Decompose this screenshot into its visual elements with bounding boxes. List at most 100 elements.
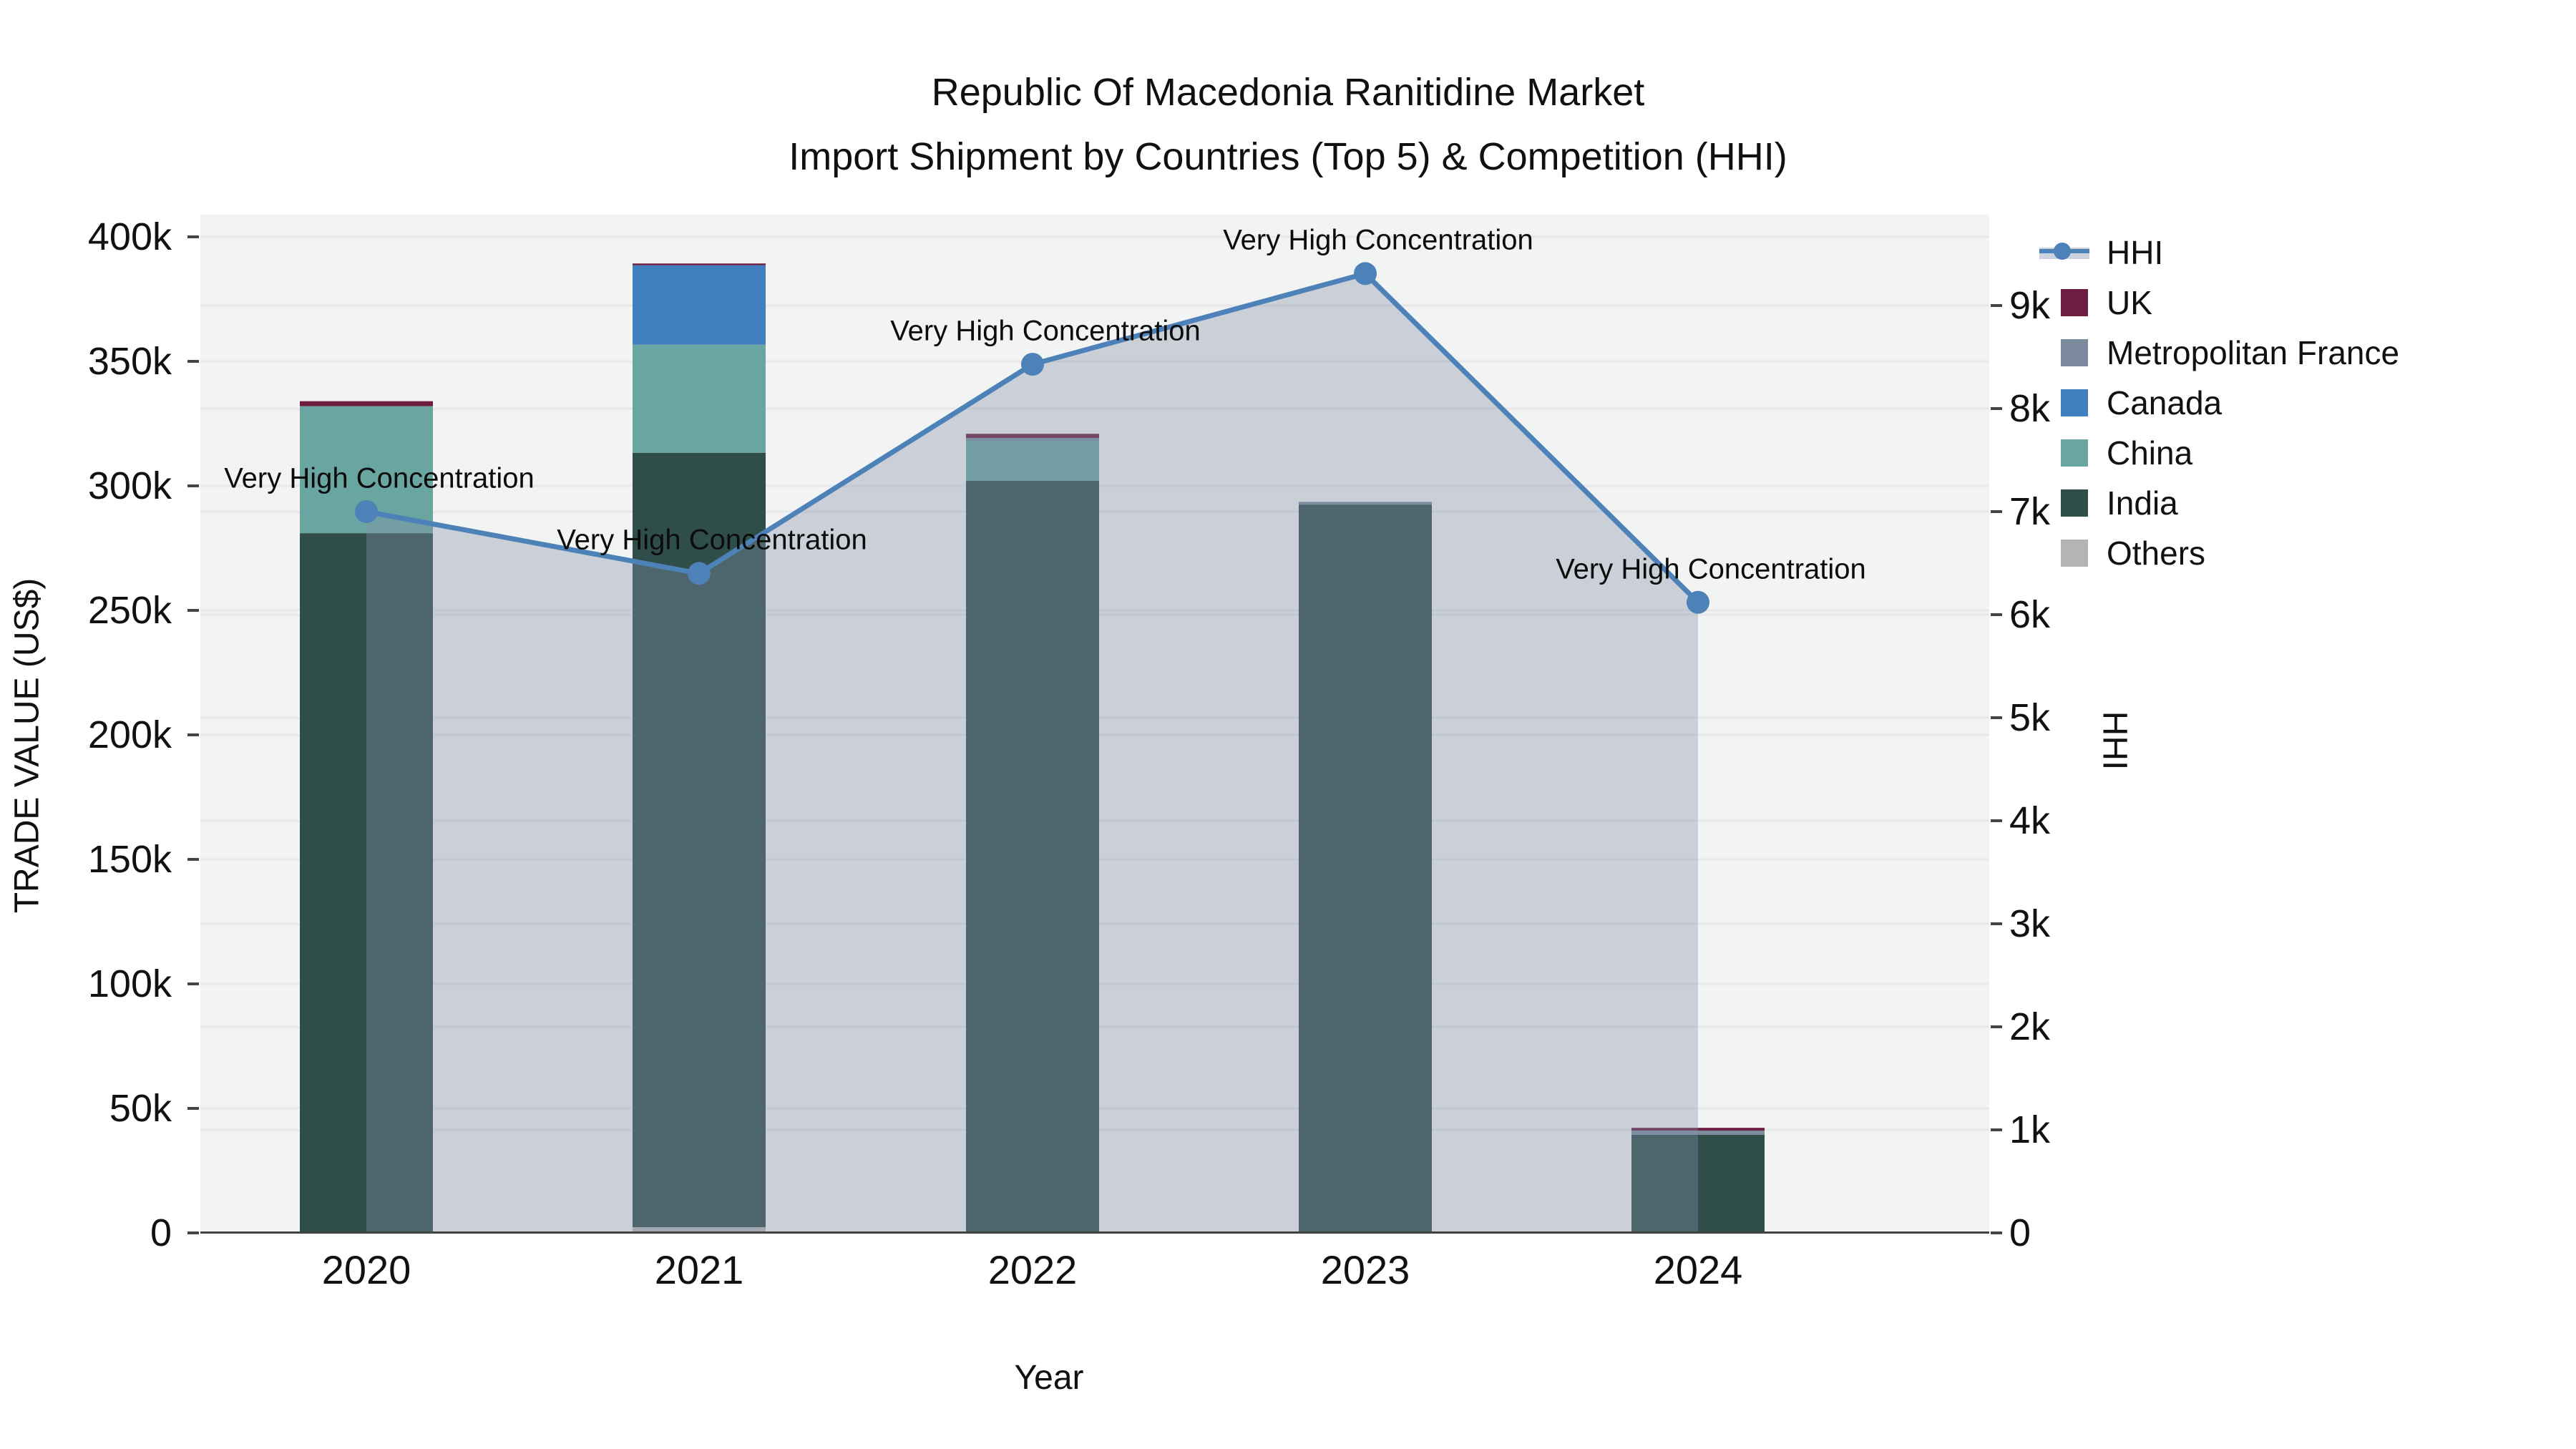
bar-segment-china-2021[interactable]	[633, 344, 766, 453]
x-axis-title: Year	[1014, 1359, 1084, 1397]
y-right-tick-6k: 6k	[2009, 593, 2051, 636]
bar-segment-metropolitan-france-2023[interactable]	[1299, 502, 1432, 505]
chart-title-line2: Import Shipment by Countries (Top 5) & C…	[789, 135, 1787, 178]
y-left-tickmark	[187, 1231, 199, 1234]
annotation-2020: Very High Concentration	[224, 462, 535, 494]
legend-sample	[2039, 289, 2097, 316]
hhi-area-fill	[366, 273, 1698, 1233]
y-right-tick-1k: 1k	[2009, 1108, 2051, 1151]
bar-segment-india-2024[interactable]	[1631, 1134, 1765, 1233]
y-left-tickmark	[187, 235, 199, 238]
bar-segment-china-2022[interactable]	[966, 441, 1099, 482]
bar-segment-metropolitan-france-2024[interactable]	[1631, 1130, 1765, 1135]
y-axis-left-ticks: 0 50k 100k 150k 200k 250k 300k 350k 400k	[0, 0, 199, 1449]
legend-item-others[interactable]: Others	[2039, 528, 2205, 578]
y-right-tickmark	[1991, 407, 2002, 410]
hhi-marker-2021[interactable]	[688, 562, 711, 585]
hhi-marker-2020[interactable]	[355, 500, 378, 523]
y-left-tickmark	[187, 1107, 199, 1110]
y-right-tick-0: 0	[2009, 1211, 2031, 1254]
hhi-marker-2022[interactable]	[1021, 353, 1044, 376]
y-right-tickmark	[1991, 510, 2002, 513]
y-left-tick-0: 0	[150, 1211, 172, 1254]
legend-sample	[2039, 339, 2097, 366]
legend-item-canada[interactable]: Canada	[2039, 378, 2222, 428]
y-left-tick-100k: 100k	[87, 962, 172, 1005]
y-right-tick-3k: 3k	[2009, 902, 2051, 945]
y-left-tick-400k: 400k	[87, 215, 172, 258]
y-right-tickmark	[1991, 819, 2002, 822]
legend-sample	[2039, 389, 2097, 416]
x-tick-2022: 2022	[987, 1247, 1078, 1292]
y-right-tickmark	[1991, 922, 2002, 925]
legend-label: India	[2107, 484, 2178, 522]
y-right-tickmark	[1991, 1128, 2002, 1131]
legend-sample	[2039, 489, 2097, 517]
x-tick-2024: 2024	[1653, 1247, 1743, 1292]
chart-title-line1: Republic Of Macedonia Ranitidine Market	[931, 71, 1645, 114]
y-right-tickmark	[1991, 1231, 2002, 1234]
bar-segment-uk-2020[interactable]	[300, 401, 433, 406]
legend-item-metropolitan-france[interactable]: Metropolitan France	[2039, 328, 2399, 378]
x-tick-2021: 2021	[654, 1247, 744, 1292]
chart-title: Republic Of Macedonia Ranitidine Market …	[0, 60, 2576, 189]
bar-segment-india-2020[interactable]	[300, 533, 433, 1233]
annotation-2024: Very High Concentration	[1556, 553, 1866, 585]
legend-item-uk[interactable]: UK	[2039, 278, 2152, 328]
legend-label: Canada	[2107, 384, 2223, 421]
legend-label: Others	[2107, 535, 2206, 572]
legend-item-china[interactable]: China	[2039, 428, 2192, 478]
y-right-tick-4k: 4k	[2009, 799, 2051, 842]
y-left-tick-150k: 150k	[87, 838, 172, 881]
legend-label: Metropolitan France	[2107, 334, 2400, 371]
annotation-2021: Very High Concentration	[557, 524, 867, 556]
bar-segment-metropolitan-france-2022[interactable]	[966, 438, 1099, 441]
y-left-tick-200k: 200k	[87, 713, 172, 756]
x-tick-2023: 2023	[1320, 1247, 1410, 1292]
legend-item-hhi[interactable]: HHI	[2039, 228, 2163, 278]
y-axis-left-title: TRADE VALUE (US$)	[8, 577, 47, 914]
y-left-tickmark	[187, 982, 199, 985]
y-left-tickmark	[187, 360, 199, 363]
y-right-tick-2k: 2k	[2009, 1005, 2051, 1048]
bar-segment-uk-2022[interactable]	[966, 434, 1099, 439]
legend-swatch-canada	[2061, 389, 2088, 416]
y-left-tickmark	[187, 609, 199, 612]
hhi-line-sample	[2039, 243, 2089, 260]
y-right-tick-7k: 7k	[2009, 490, 2051, 533]
legend-label: HHI	[2107, 234, 2164, 271]
legend-sample	[2039, 439, 2097, 467]
y-left-tickmark	[187, 858, 199, 861]
y-right-tickmark	[1991, 1025, 2002, 1028]
y-right-tick-5k: 5k	[2009, 696, 2051, 739]
y-right-tick-8k: 8k	[2009, 387, 2051, 430]
legend-label: China	[2107, 434, 2193, 472]
legend-swatch-uk	[2061, 289, 2088, 316]
legend-item-india[interactable]: India	[2039, 478, 2178, 528]
legend-swatch-metropolitan-france	[2061, 339, 2088, 366]
bar-segment-others-2021[interactable]	[633, 1226, 766, 1233]
legend-sample	[2039, 540, 2097, 567]
bar-segment-india-2022[interactable]	[966, 481, 1099, 1233]
x-tick-2020: 2020	[321, 1247, 411, 1292]
legend-swatch-india	[2061, 489, 2088, 517]
y-left-tick-50k: 50k	[109, 1087, 172, 1130]
y-right-tickmark	[1991, 613, 2002, 616]
legend-sample	[2039, 237, 2097, 268]
y-right-tickmark	[1991, 716, 2002, 719]
bar-segment-uk-2024[interactable]	[1631, 1128, 1765, 1131]
annotation-2022: Very High Concentration	[890, 315, 1201, 347]
annotation-2023: Very High Concentration	[1223, 224, 1533, 256]
legend-swatch-china	[2061, 439, 2088, 467]
y-left-tick-300k: 300k	[87, 464, 172, 507]
y-right-tick-9k: 9k	[2009, 284, 2051, 327]
bar-segment-canada-2021[interactable]	[633, 265, 766, 345]
y-axis-right-title: HHI	[2095, 711, 2134, 771]
y-right-tickmark	[1991, 304, 2002, 307]
hhi-marker-2024[interactable]	[1687, 590, 1709, 614]
hhi-marker-2023[interactable]	[1354, 262, 1377, 286]
bar-segment-india-2023[interactable]	[1299, 504, 1432, 1233]
y-left-tick-350k: 350k	[87, 340, 172, 383]
bar-segment-uk-2021[interactable]	[633, 263, 766, 265]
